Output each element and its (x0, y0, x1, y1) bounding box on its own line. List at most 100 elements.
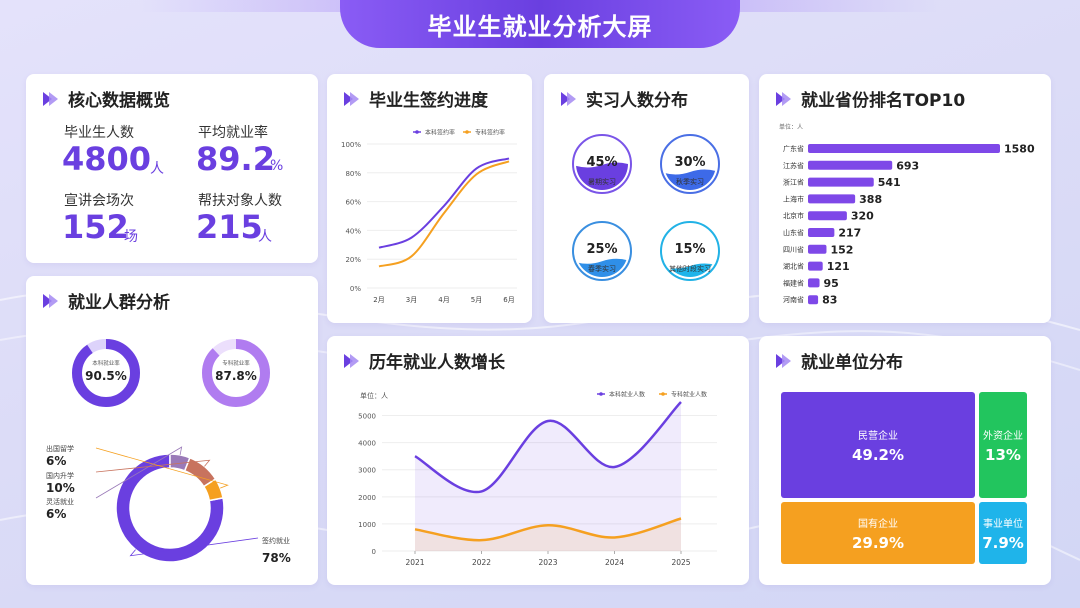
rate-label: 专科就业率 (222, 359, 250, 367)
series-line (414, 401, 682, 494)
bar-value-label: 388 (859, 193, 882, 206)
employment-groups-card: 就业人群分析 本科就业率 90.5% 专科就业率 87.8% 签约就业 78% 灵活就业 6%… (26, 276, 318, 585)
bar-value-label: 95 (824, 277, 839, 290)
gauge-value: 30% (674, 155, 705, 170)
y-tick-label: 2000 (358, 494, 376, 502)
employer-distribution-card: 就业单位分布 民营企业 49.2% 外资企业 13% 国有企业 29.9% 事业… (759, 336, 1051, 585)
y-tick-label: 80% (345, 170, 361, 178)
card-header: 就业人群分析 (42, 288, 170, 313)
page-header: 毕业生就业分析大屏 (340, 0, 740, 48)
bar-category-label: 浙江省 (783, 178, 804, 187)
legend-label: 本科就业人数 (609, 391, 645, 399)
page-title: 毕业生就业分析大屏 (427, 12, 653, 41)
yearly-growth-card: 历年就业人数增长 单位：人 0 1000 2000 3000 4000 5000 2021 20… (327, 336, 749, 585)
bar-value-label: 83 (822, 294, 837, 307)
card-header: 毕业生签约进度 (343, 86, 488, 111)
treemap-cell-private: 民营企业 49.2% (781, 392, 975, 498)
donut-slice-value: 10% (46, 481, 75, 495)
legend-dot (415, 130, 419, 134)
treemap-cell-state-owned: 国有企业 29.9% (781, 502, 975, 564)
card-title: 就业省份排名TOP10 (801, 91, 966, 111)
y-tick-label: 0% (350, 285, 361, 293)
treemap-cell-value: 49.2% (851, 445, 905, 464)
bar-value-label: 320 (851, 210, 874, 223)
stat-unit: 人 (258, 229, 272, 245)
card-title: 就业人群分析 (68, 293, 170, 313)
gauge-liquid (576, 162, 628, 190)
play-arrow-icon (43, 91, 58, 106)
play-arrow-icon (344, 353, 359, 368)
x-tick-label: 2023 (538, 558, 557, 567)
legend-dot (599, 392, 603, 396)
bar (808, 177, 874, 187)
card-title: 就业单位分布 (801, 353, 903, 373)
y-tick-label: 40% (345, 227, 361, 235)
x-tick-label: 3月 (406, 296, 417, 304)
employment-groups-charts: 本科就业率90.5%专科就业率87.8%签约就业78%灵活就业6%国内升学10%… (46, 339, 291, 565)
series-line (378, 157, 510, 249)
bar (808, 295, 819, 305)
bar-value-label: 152 (830, 243, 853, 256)
gauge-value: 25% (586, 242, 617, 257)
bar-category-label: 河南省 (783, 295, 804, 304)
stat-value: 4800 (62, 140, 152, 178)
unit-label: 单位：人 (360, 391, 388, 400)
stat-value: 89.2 (196, 140, 275, 178)
y-tick-label: 1000 (358, 521, 376, 529)
bar-value-label: 121 (827, 260, 850, 273)
series-area (415, 518, 681, 551)
play-arrow-icon (776, 353, 791, 368)
x-tick-label: 2021 (405, 558, 424, 567)
bar-value-label: 1580 (1004, 143, 1035, 156)
bar-value-label: 693 (896, 159, 919, 172)
x-tick-label: 2022 (472, 558, 491, 567)
donut-slice-label: 签约就业 (262, 536, 290, 545)
donut-leader-line (95, 459, 211, 473)
bar-category-label: 湖北省 (783, 262, 804, 271)
card-title: 实习人数分布 (586, 91, 688, 111)
bar-category-label: 山东省 (783, 228, 804, 237)
stat-unit: 人 (150, 161, 164, 177)
bar (808, 228, 835, 237)
bar-category-label: 广东省 (783, 144, 804, 153)
signing-line-chart: 0% 20% 40% 60% 80% 100% 2月 3月 4月 5月 6月 本科签约率 专科签约率 (341, 129, 517, 304)
treemap-cell-name: 国有企业 (858, 518, 898, 530)
play-arrow-icon (776, 91, 791, 106)
bar (808, 144, 1000, 153)
legend-dot (661, 392, 665, 396)
internship-liquid-gauges: 45% 暑期实习 30% 秋季实习 25% 春季实习 15% 其他时段实习 (572, 134, 720, 281)
bar-value-label: 541 (878, 176, 901, 189)
treemap-cell-public-institution: 事业单位 7.9% (979, 502, 1027, 564)
card-title: 历年就业人数增长 (369, 353, 505, 373)
yearly-line-chart: 单位：人 0 1000 2000 3000 4000 5000 2021 2022 2023 202… (358, 391, 717, 567)
play-arrow-icon (344, 91, 359, 106)
rate-value: 87.8% (215, 369, 257, 383)
card-title: 核心数据概览 (68, 91, 170, 111)
y-tick-label: 5000 (358, 413, 376, 421)
bar-category-label: 上海市 (783, 194, 804, 203)
y-tick-label: 20% (345, 256, 361, 264)
y-tick-label: 0 (372, 548, 376, 556)
gauge-liquid (664, 263, 716, 277)
x-tick-label: 2月 (373, 296, 384, 304)
card-header: 核心数据概览 (42, 86, 170, 111)
rate-ring-progress (72, 339, 140, 407)
gauge-value: 15% (674, 242, 705, 257)
stat-value: 152 (62, 208, 129, 246)
treemap-cell-value: 13% (985, 445, 1021, 464)
unit-label: 单位：人 (779, 123, 803, 131)
rate-label: 本科就业率 (92, 359, 120, 367)
bar-category-label: 福建省 (783, 278, 804, 287)
donut-slice (202, 478, 224, 502)
rate-ring-progress (202, 339, 270, 407)
card-header: 就业省份排名TOP10 (775, 86, 965, 111)
stat-label: 宣讲会场次 (64, 193, 134, 209)
legend-label: 专科签约率 (475, 129, 505, 137)
internship-card: 实习人数分布 45% 暑期实习 30% 秋季实习 25% 春季实习 15% 其他时段实习 (544, 74, 749, 323)
y-tick-label: 60% (345, 199, 361, 207)
province-ranking-card: 就业省份排名TOP10 单位：人广东省 1580 江苏省 693 浙江省 541 上海市 38… (759, 74, 1051, 323)
bar-category-label: 江苏省 (783, 161, 804, 170)
x-tick-label: 2024 (605, 558, 624, 567)
donut-slice-value: 78% (262, 551, 291, 565)
